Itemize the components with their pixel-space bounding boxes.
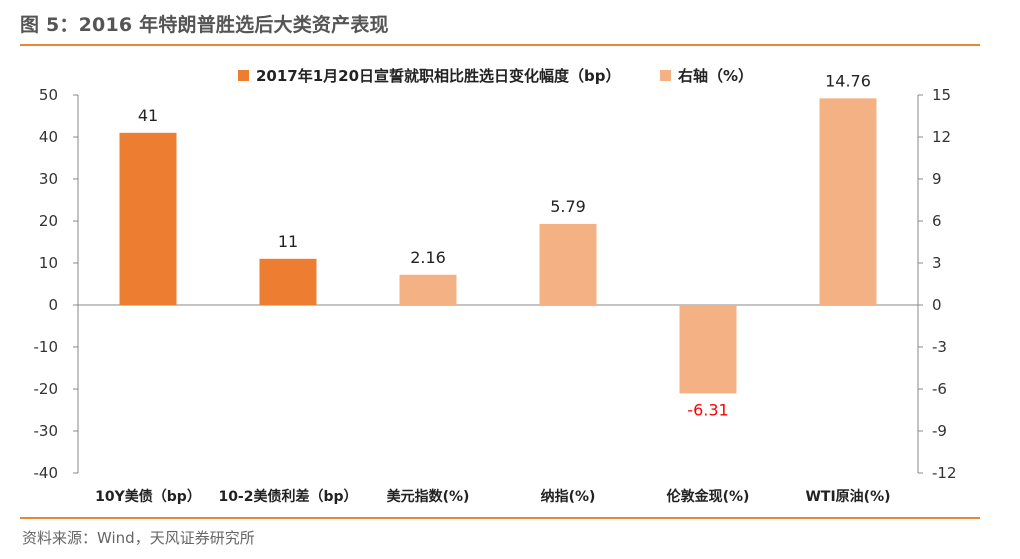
left-tick-label: 10: [39, 254, 58, 272]
left-tick-label: -10: [34, 338, 59, 356]
legend-swatch-right-series: [660, 70, 671, 81]
left-tick-label: -20: [34, 380, 59, 398]
category-label: 美元指数(%): [387, 488, 470, 505]
bar-value-label: 41: [138, 106, 158, 125]
right-tick-label: -6: [932, 380, 947, 398]
category-label: 10Y美债（bp）: [95, 488, 201, 505]
bar-value-label: 14.76: [825, 71, 871, 90]
chart-category-labels: 10Y美债（bp） 10-2美债利差（bp） 美元指数(%) 纳指(%) 伦敦金现(%)…: [95, 488, 890, 505]
category-label: WTI原油(%): [805, 488, 890, 505]
bar: [539, 223, 597, 305]
left-tick-label: 0: [48, 296, 58, 314]
chart-bars: [119, 98, 877, 394]
left-tick-label: 40: [39, 128, 58, 146]
legend-label-right-series: 右轴（%）: [678, 67, 753, 85]
chart-data-labels: 41 11 2.16 5.79 -6.31 14.76: [138, 71, 871, 419]
bar: [819, 98, 877, 305]
bar: [679, 305, 737, 394]
right-tick-label: 0: [932, 296, 942, 314]
bar-value-label: -6.31: [687, 400, 728, 419]
left-tick-label: -40: [34, 464, 59, 482]
legend-label-left-series: 2017年1月20日宣誓就职相比胜选日变化幅度（bp）: [256, 67, 621, 85]
left-tick-label: -30: [34, 422, 59, 440]
right-tick-label: 6: [932, 212, 942, 230]
figure-title: 图 5：2016 年特朗普胜选后大类资产表现: [20, 14, 389, 36]
legend-swatch-left-series: [238, 70, 249, 81]
right-tick-label: -3: [932, 338, 947, 356]
right-tick-label: -9: [932, 422, 947, 440]
left-tick-label: 50: [39, 86, 58, 104]
right-tick-label: -12: [932, 464, 957, 482]
bar-value-label: 11: [278, 232, 298, 251]
chart-legend: 2017年1月20日宣誓就职相比胜选日变化幅度（bp） 右轴（%）: [238, 67, 753, 85]
title-rule: [20, 44, 980, 46]
bar-value-label: 2.16: [410, 248, 446, 267]
right-tick-label: 12: [932, 128, 951, 146]
source-rule: [20, 517, 980, 519]
bar: [399, 274, 457, 305]
left-tick-label: 20: [39, 212, 58, 230]
bar: [259, 258, 317, 305]
source-note: 资料来源：Wind，天风证券研究所: [22, 529, 255, 547]
category-label: 纳指(%): [541, 488, 596, 505]
right-tick-label: 3: [932, 254, 942, 272]
category-label: 伦敦金现(%): [667, 488, 750, 505]
bar: [119, 132, 177, 305]
category-label: 10-2美债利差（bp）: [218, 488, 357, 505]
bar-value-label: 5.79: [550, 197, 586, 216]
right-tick-label: 9: [932, 170, 942, 188]
left-tick-label: 30: [39, 170, 58, 188]
right-tick-label: 15: [932, 86, 951, 104]
